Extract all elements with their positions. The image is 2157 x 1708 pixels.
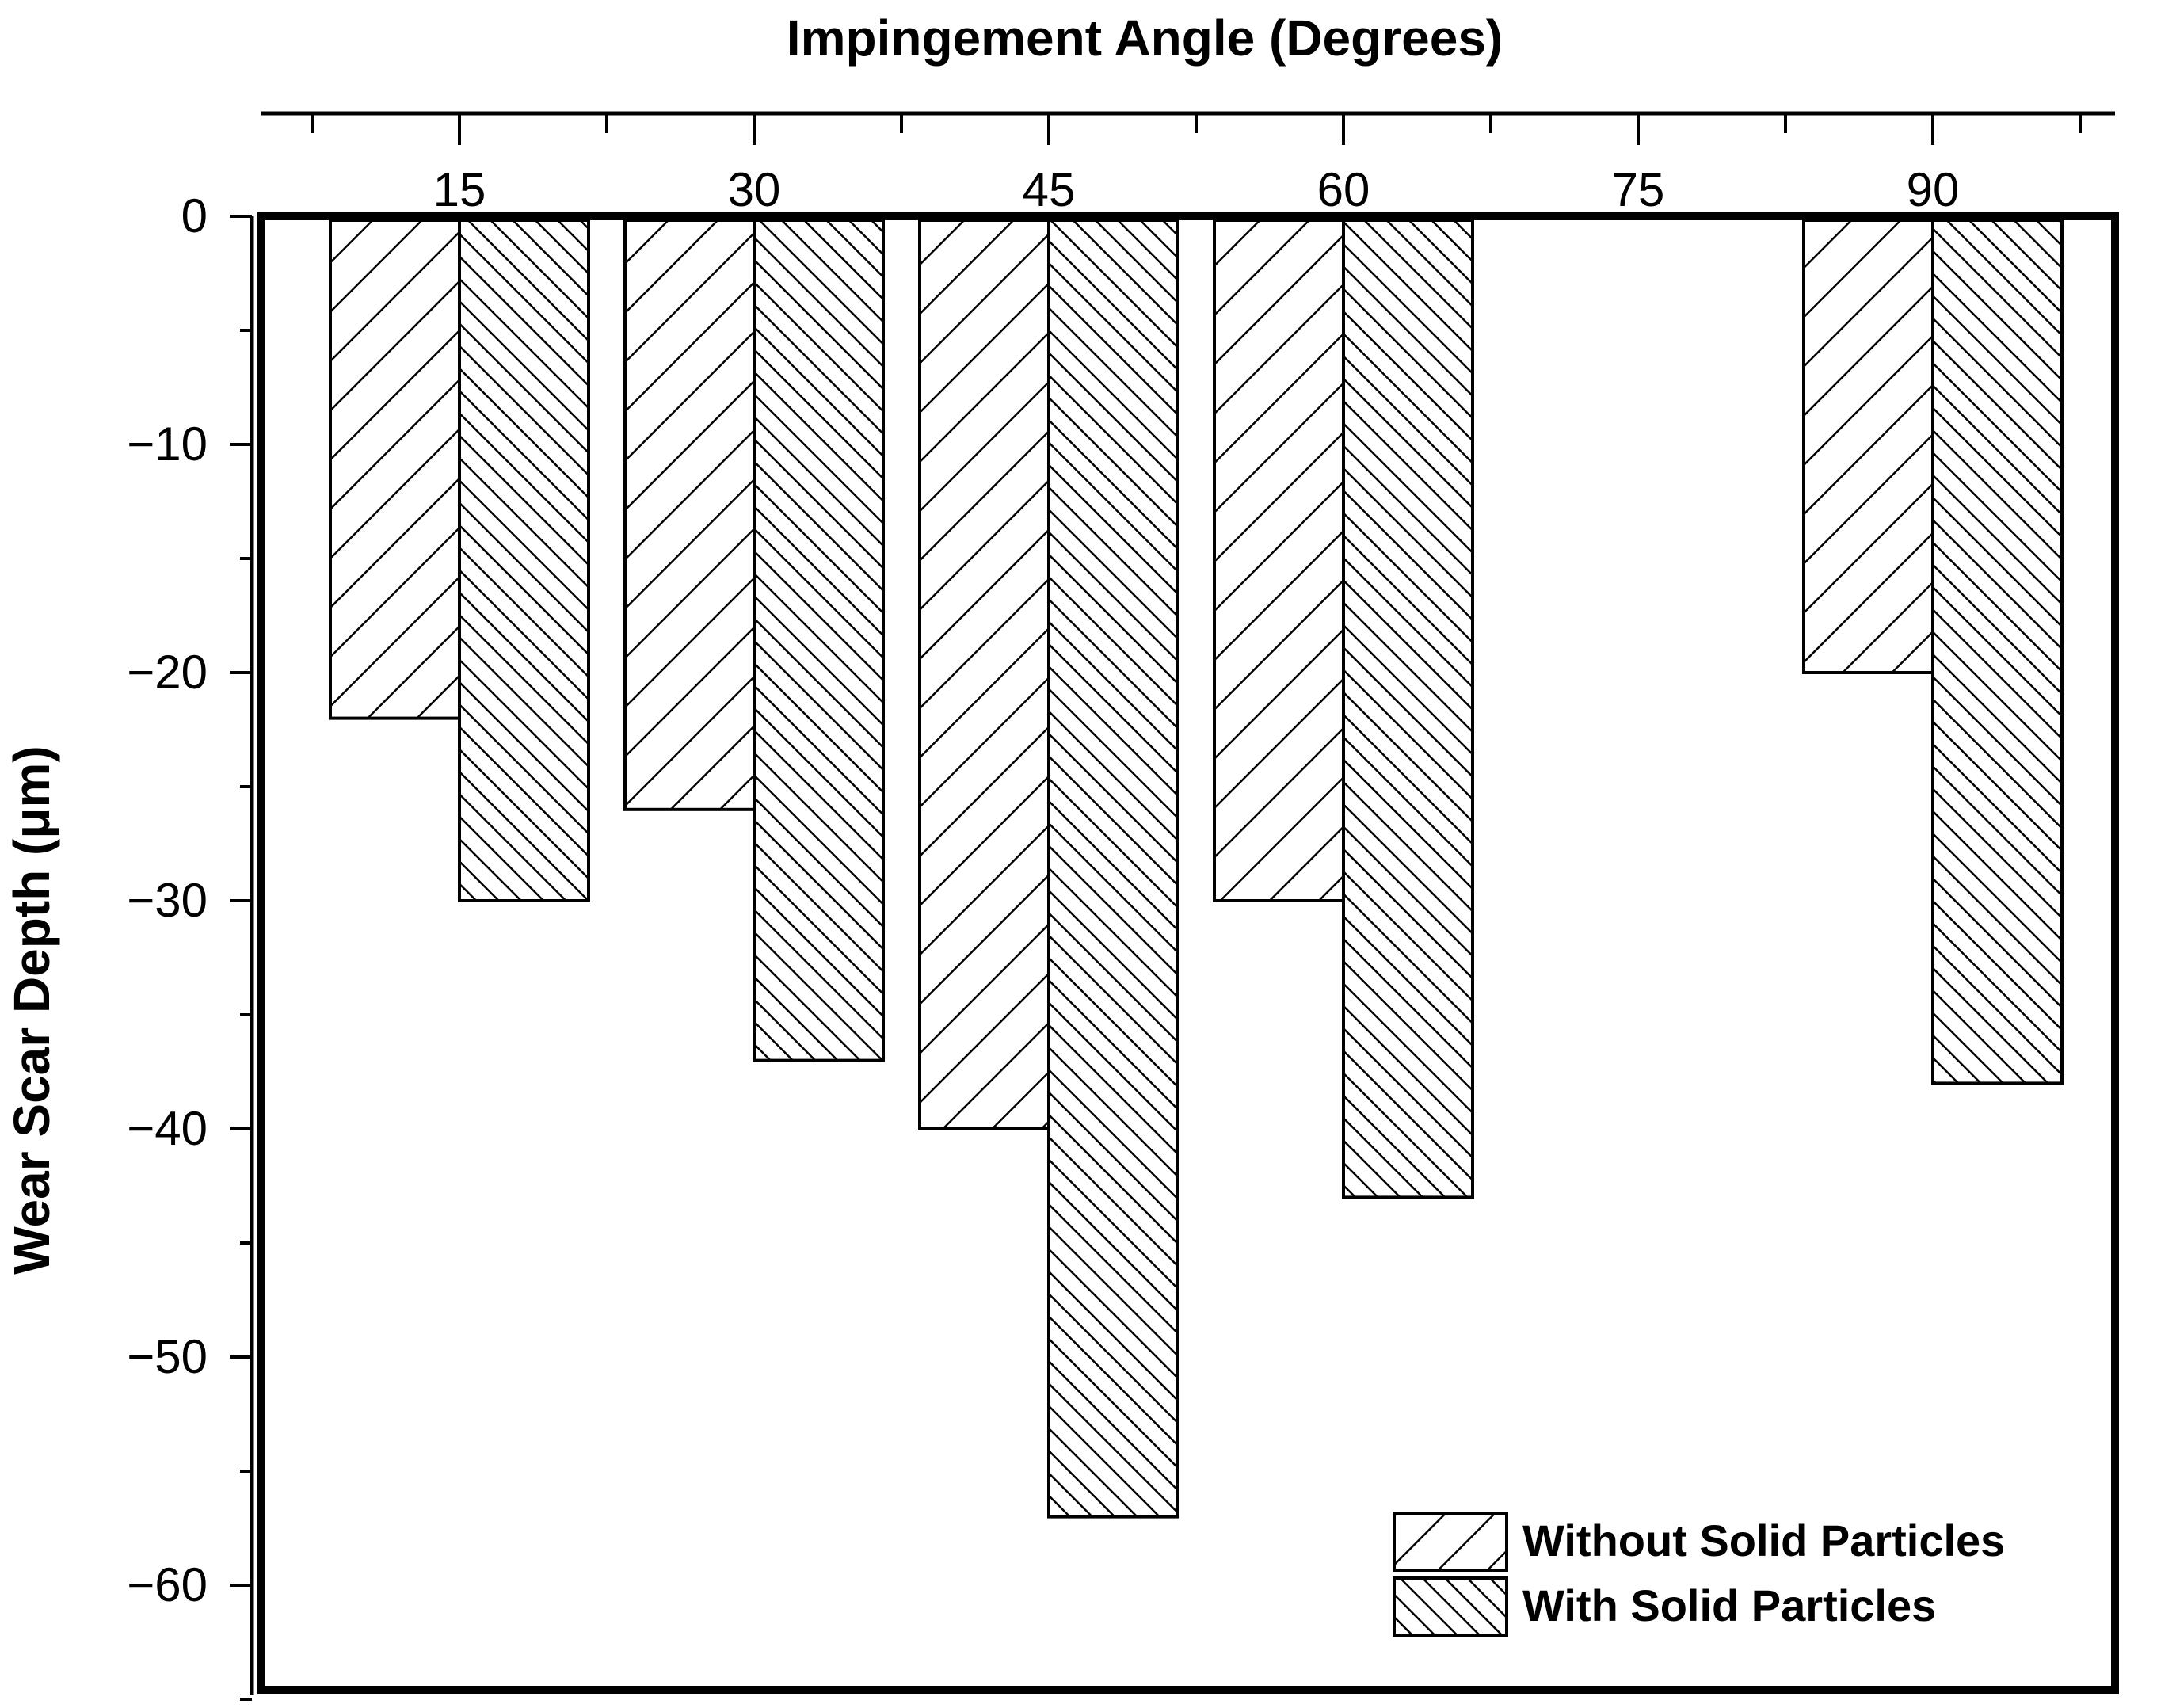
bar-without-solid-particles — [329, 219, 461, 720]
y-tick-label: −20 — [127, 646, 208, 699]
y-tick-label: −50 — [127, 1330, 208, 1383]
legend-label-with: With Solid Particles — [1522, 1580, 1936, 1630]
x-tick-label: 15 — [433, 163, 486, 216]
legend-label-without: Without Solid Particles — [1522, 1515, 2005, 1565]
x-tick-label: 30 — [728, 163, 781, 216]
plot-frame — [257, 212, 2119, 1694]
legend-swatch-with — [1393, 1576, 1508, 1637]
y-tick-label: −30 — [127, 874, 208, 927]
legend: Without Solid Particles With Solid Parti… — [1393, 1512, 2005, 1637]
y-axis: 0 −10 −20 −30 −40 −50 −60 — [127, 189, 254, 1701]
bar-without-solid-particles — [623, 219, 756, 811]
y-tick-label: −10 — [127, 417, 208, 471]
x-tick-label: 90 — [1907, 163, 1960, 216]
x-tick-label: 75 — [1612, 163, 1665, 216]
y-axis-title: Wear Scar Depth (μm) — [3, 745, 60, 1274]
bar-with-solid-particles — [753, 219, 885, 1062]
x-tick-label: 45 — [1023, 163, 1076, 216]
bar-with-solid-particles — [458, 219, 590, 902]
y-tick-label: −40 — [127, 1102, 208, 1155]
bars — [329, 219, 2064, 1519]
bar-with-solid-particles — [1047, 219, 1179, 1519]
x-axis: 15 30 45 60 75 90 — [261, 111, 2115, 216]
bar-without-solid-particles — [1213, 219, 1345, 902]
x-axis-title: Impingement Angle (Degrees) — [787, 10, 1503, 67]
bar-with-solid-particles — [1931, 219, 2064, 1085]
legend-swatch-without — [1393, 1512, 1508, 1572]
bar-with-solid-particles — [1342, 219, 1474, 1199]
bar-without-solid-particles — [918, 219, 1050, 1130]
y-tick-label: −60 — [127, 1558, 208, 1611]
x-tick-label: 60 — [1317, 163, 1370, 216]
bar-without-solid-particles — [1802, 219, 1934, 674]
y-tick-label: 0 — [181, 189, 208, 242]
